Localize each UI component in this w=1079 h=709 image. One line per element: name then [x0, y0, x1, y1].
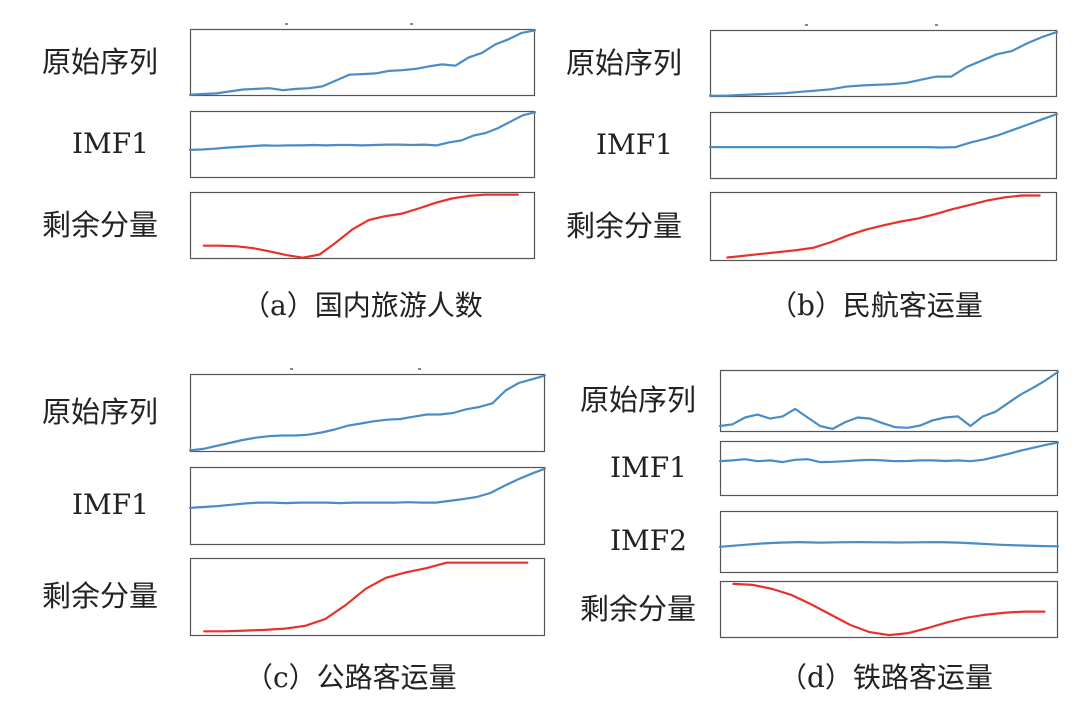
row-label: 原始序列 [42, 395, 159, 429]
plot-series [188, 373, 547, 453]
series-line [718, 441, 1060, 464]
row-label: 剩余分量 [580, 591, 697, 626]
plot-residual [709, 191, 1058, 262]
plot-series [718, 369, 1060, 433]
series-line [188, 374, 547, 452]
tick-mark [290, 368, 293, 370]
series-line [708, 30, 1059, 97]
panel-caption: （c）公路客运量 [245, 661, 457, 694]
plot-frame [189, 28, 536, 97]
series-line [718, 541, 1060, 548]
plot-frame [709, 29, 1058, 98]
residual-line [203, 561, 529, 633]
plot-series [188, 466, 547, 546]
series-line [718, 370, 1060, 431]
panel-caption: （a）国内旅游人数 [242, 289, 483, 322]
tick-mark [410, 23, 413, 25]
row-label: IMF2 [610, 524, 687, 557]
row-label: 剩余分量 [42, 579, 159, 613]
plot-series [188, 28, 537, 97]
row-label: 剩余分量 [566, 208, 683, 243]
tick-mark [935, 24, 938, 26]
series-line [188, 467, 547, 510]
row-label: 原始序列 [42, 44, 159, 79]
plot-series [708, 29, 1059, 98]
plot-series [708, 111, 1059, 180]
tick-mark [285, 23, 288, 25]
plot-frame [189, 191, 536, 260]
row-label: IMF1 [72, 126, 149, 160]
row-label: IMF1 [596, 127, 673, 161]
tick-mark [805, 24, 808, 26]
plot-frame [719, 369, 1059, 433]
residual-line [732, 582, 1046, 637]
row-label: IMF1 [610, 450, 687, 484]
plot-residual [189, 557, 546, 637]
panel-caption: （d）铁路客运量 [779, 661, 993, 694]
plot-series [188, 110, 537, 179]
residual-line [202, 193, 519, 259]
residual-line [726, 194, 1041, 259]
row-label: 剩余分量 [42, 207, 159, 242]
series-line [188, 111, 537, 152]
plot-frame [709, 191, 1058, 262]
series-line [188, 29, 537, 96]
plot-frame [189, 557, 546, 637]
plot-residual [719, 580, 1059, 639]
row-label: 原始序列 [566, 45, 683, 80]
plot-residual [189, 191, 536, 260]
row-label: IMF1 [72, 488, 149, 521]
plot-frame [189, 466, 546, 546]
plot-frame [709, 111, 1058, 180]
plot-series [718, 440, 1060, 497]
plot-frame [719, 440, 1059, 497]
series-line [708, 112, 1059, 149]
row-label: 原始序列 [580, 383, 697, 417]
tick-mark [418, 368, 421, 370]
plot-frame [719, 580, 1059, 639]
panel-caption: （b）民航客运量 [769, 289, 983, 322]
plot-series [718, 510, 1060, 574]
